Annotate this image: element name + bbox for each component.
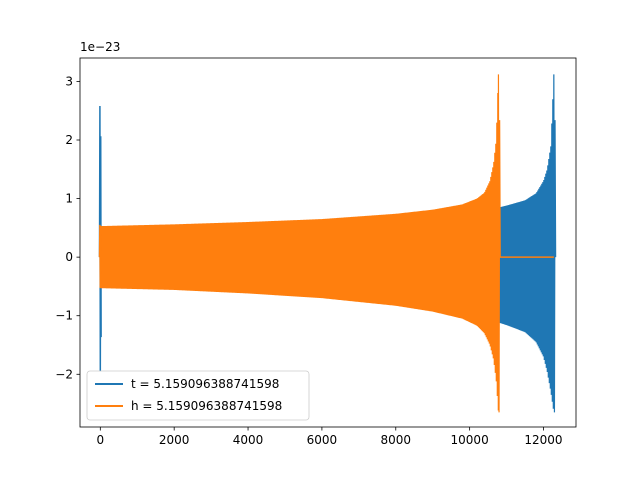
x-tick-label: 6000 [307, 433, 338, 447]
y-tick-label: −2 [55, 367, 73, 381]
x-tick-label: 12000 [524, 433, 562, 447]
series-line [99, 74, 501, 413]
legend: t = 5.159096388741598 h = 5.159096388741… [86, 370, 310, 421]
x-axis: 0 2000 4000 6000 8000 10000 12000 [96, 427, 563, 447]
legend-box [86, 370, 310, 421]
x-tick-label: 0 [96, 433, 104, 447]
x-tick-label: 2000 [159, 433, 190, 447]
y-tick-label: 1 [65, 192, 73, 206]
y-axis: −2 −1 0 1 2 3 [55, 74, 80, 381]
x-tick-label: 4000 [233, 433, 264, 447]
y-tick-label: 3 [65, 74, 73, 88]
y-tick-label: 0 [65, 250, 73, 264]
x-tick-label: 8000 [380, 433, 411, 447]
y-tick-label: 2 [65, 133, 73, 147]
y-tick-label: −1 [55, 309, 73, 323]
series-start-spike [98, 224, 102, 288]
axes-frame [79, 57, 577, 428]
x-tick-label: 10000 [451, 433, 489, 447]
axis-offset-label: 1e−23 [80, 40, 120, 54]
series-h [98, 74, 554, 413]
plot-area [98, 74, 557, 413]
legend-label-t: t = 5.159096388741598 [131, 377, 279, 391]
legend-label-h: h = 5.159096388741598 [131, 399, 282, 413]
